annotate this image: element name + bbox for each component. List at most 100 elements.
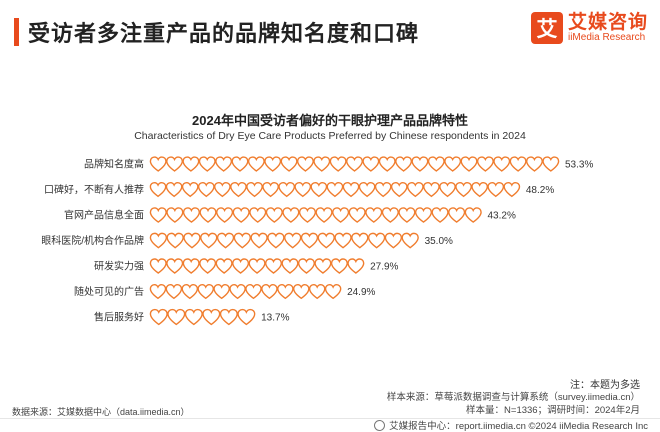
heart-mark (149, 258, 167, 274)
heart-mark (149, 232, 168, 249)
heart-mark (182, 207, 201, 223)
heart-mark (367, 232, 386, 249)
heart-mark (317, 232, 335, 249)
heart-mark (427, 156, 445, 172)
heart-pictograph-chart: 品牌知名度高 53.3% 口碑好，不断有人推荐 48.2% 官网产品信息全面 43.2% 眼… (41, 156, 593, 326)
heart-mark (351, 232, 369, 249)
heart-mark (503, 181, 521, 198)
sample-size: 样本量：N=1336；调研时间：2024年2月 (466, 405, 640, 416)
heart-mark (314, 258, 332, 274)
heart-mark (509, 156, 527, 172)
globe-icon (374, 419, 386, 431)
heart-mark (232, 207, 250, 223)
heart-mark (149, 308, 168, 326)
heart-mark (493, 156, 511, 172)
value-label: 27.9% (370, 262, 398, 273)
heart-mark (182, 156, 200, 172)
heart-mark (197, 181, 215, 198)
heart-mark (525, 156, 543, 172)
category-label: 品牌知名度高 (84, 158, 144, 171)
heart-mark (166, 207, 184, 223)
heart-mark (281, 258, 299, 274)
heart-mark (330, 258, 348, 274)
chart-row: 口碑好，不断有人推荐 48.2% (44, 181, 554, 198)
heart-mark (423, 181, 440, 198)
heart-mark (230, 181, 247, 198)
category-label: 口碑好，不断有人推荐 (44, 183, 144, 196)
heart-mark (365, 207, 383, 223)
sample-source: 样本来源：草莓派数据调查与计算系统（survey.iimedia.cn） (386, 392, 640, 403)
heart-mark (277, 284, 294, 300)
chart-row: 官网产品信息全面 43.2% (64, 207, 516, 223)
heart-mark (278, 181, 296, 198)
heart-mark (298, 207, 317, 223)
heart-mark (165, 181, 183, 198)
heart-mark (334, 232, 352, 249)
heart-mark (332, 207, 350, 223)
heart-mark (149, 181, 167, 198)
heart-mark (329, 156, 347, 172)
heart-mark (401, 232, 419, 249)
heart-mark (358, 181, 376, 198)
chart-note: 注：本题为多选 (570, 380, 640, 391)
heart-mark (202, 308, 221, 326)
heart-mark (296, 156, 314, 172)
chart-row: 品牌知名度高 53.3% (84, 156, 593, 172)
heart-mark (149, 156, 167, 172)
footer-text: 艾媒报告中心：report.iimedia.cn ©2024 iiMedia R… (389, 421, 648, 432)
chart-row: 随处可见的广告 24.9% (74, 284, 376, 300)
category-label: 眼科医院/机构合作品牌 (41, 234, 144, 247)
value-label: 24.9% (347, 287, 375, 298)
heart-mark (280, 156, 298, 172)
heart-mark (374, 181, 392, 198)
heart-mark (265, 207, 283, 223)
heart-mark (448, 207, 466, 223)
heart-mark (431, 207, 449, 223)
title-accent-bar (14, 18, 19, 46)
heart-mark (378, 156, 396, 172)
heart-mark (487, 181, 505, 198)
heart-mark (183, 232, 201, 249)
heart-mark (181, 181, 199, 198)
heart-mark (542, 156, 560, 172)
heart-mark (346, 156, 363, 172)
heart-mark (250, 232, 268, 249)
heart-mark (267, 232, 285, 249)
heart-mark (406, 181, 424, 198)
heart-mark (460, 156, 478, 172)
heart-mark (471, 181, 489, 198)
heart-mark (197, 284, 214, 300)
heart-mark (444, 156, 462, 172)
heart-mark (249, 207, 267, 223)
chart-row: 眼科医院/机构合作品牌 35.0% (41, 232, 453, 249)
heart-mark (245, 284, 262, 300)
heart-mark (282, 207, 300, 223)
value-label: 43.2% (487, 211, 515, 222)
data-source: 数据来源：艾媒数据中心（data.iimedia.cn） (12, 407, 190, 417)
heart-mark (455, 181, 472, 198)
sample-info: 样本来源：草莓派数据调查与计算系统（survey.iimedia.cn） 样本量… (387, 391, 640, 417)
heart-mark (284, 232, 302, 249)
value-label: 48.2% (526, 185, 554, 196)
heart-mark (216, 207, 234, 223)
heart-mark (261, 284, 278, 300)
heart-mark (199, 207, 217, 223)
value-label: 53.3% (565, 160, 593, 171)
heart-mark (199, 258, 217, 274)
heart-mark (262, 181, 279, 198)
heart-mark (297, 258, 315, 274)
heart-mark (248, 258, 266, 274)
heart-mark (213, 284, 230, 300)
heart-mark (342, 181, 360, 198)
heart-mark (229, 284, 246, 300)
heart-mark (324, 284, 342, 300)
logo-text: 艾媒咨询 iiMedia Research (568, 12, 648, 43)
page-title: 受访者多注重产品的品牌知名度和口碑 (28, 21, 420, 46)
heart-mark (326, 181, 344, 198)
heart-mark (149, 284, 167, 300)
heart-mark (233, 232, 251, 249)
heart-mark (182, 258, 200, 274)
heart-mark (166, 232, 184, 249)
heart-mark (149, 207, 167, 223)
heart-mark (214, 181, 231, 198)
